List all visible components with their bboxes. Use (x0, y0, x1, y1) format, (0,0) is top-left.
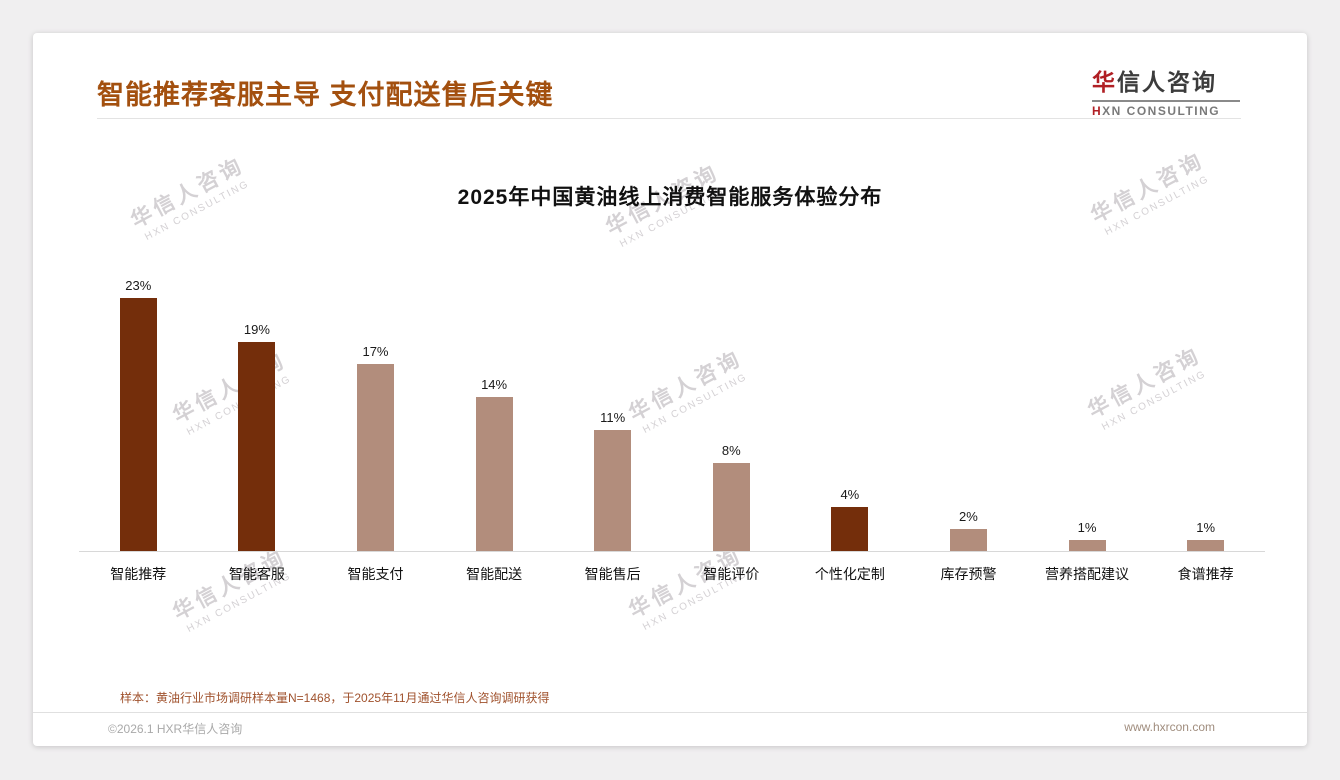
bar-value-label: 1% (1077, 520, 1097, 535)
logo-en-rest: XN CONSULTING (1102, 104, 1221, 118)
bar-column: 11% (553, 410, 672, 551)
bar (712, 463, 750, 551)
bar-column: 2% (909, 509, 1028, 551)
bar (238, 342, 276, 551)
bar-value-label: 23% (125, 278, 152, 293)
bar-value-label: 4% (840, 487, 860, 502)
bar (356, 364, 394, 551)
header-divider (97, 118, 1241, 119)
bar-value-label: 8% (721, 443, 741, 458)
logo-divider (1092, 100, 1240, 102)
x-axis-line (79, 551, 1265, 552)
bar-column: 8% (672, 443, 791, 551)
copyright-text: ©2026.1 HXR华信人咨询 (108, 722, 243, 736)
bar-column: 4% (791, 487, 910, 551)
category-label: 营养搭配建议 (1045, 566, 1130, 582)
bar (594, 430, 632, 551)
category-label: 智能评价 (703, 566, 760, 582)
bar-column: 14% (435, 377, 554, 551)
logo-cn-accent: 华 (1092, 69, 1117, 95)
bar-value-label: 11% (600, 410, 626, 425)
logo-cn-rest: 信人咨询 (1117, 69, 1217, 95)
category-label: 个性化定制 (814, 566, 885, 582)
bar-column: 23% (79, 278, 198, 551)
category-label: 智能支付 (347, 566, 404, 582)
sample-footnote: 样本：黄油行业市场调研样本量N=1468，于2025年11月通过华信人咨询调研获… (120, 691, 550, 705)
bar-value-label: 14% (481, 377, 508, 392)
category-label: 智能配送 (466, 566, 523, 582)
footer-divider (33, 712, 1307, 713)
bar (949, 529, 987, 551)
category-label: 智能客服 (228, 566, 285, 582)
bar (119, 298, 157, 551)
logo-en-accent: H (1092, 104, 1103, 118)
page-title: 智能推荐客服主导 支付配送售后关键 (97, 80, 554, 110)
logo-chinese-text: 华信人咨询 (1092, 63, 1240, 97)
slide-card: 华信人咨询 HXN CONSULTING 华信人咨询 HXN CONSULTING 华信… (33, 33, 1307, 746)
category-axis: 智能推荐 智能客服 智能支付 智能配送 智能售后 智能评价 个性化定制 库存预警 营养搭配建议 食… (79, 564, 1265, 584)
bar-column: 19% (198, 322, 317, 551)
bar-value-label: 17% (362, 344, 389, 359)
bar (831, 507, 869, 551)
company-logo: 华信人咨询 HXN CONSULTING (1092, 63, 1240, 118)
category-label: 智能推荐 (110, 566, 167, 582)
bar-column: 1% (1146, 520, 1265, 551)
logo-english-text: HXN CONSULTING (1092, 104, 1240, 118)
bar-column: 17% (316, 344, 435, 551)
bar (1068, 540, 1106, 551)
chart-title: 2025年中国黄油线上消费智能服务体验分布 (457, 186, 883, 209)
bar (475, 397, 513, 551)
bar-value-label: 2% (959, 509, 978, 524)
bar-chart: 23% 19% 17% 14% 11% 8% 4% 2% 1% 1% (79, 251, 1265, 551)
bar-value-label: 1% (1196, 520, 1216, 535)
website-text: www.hxrcon.com (1124, 720, 1215, 734)
bar-value-label: 19% (243, 322, 270, 337)
bar-column: 1% (1028, 520, 1147, 551)
category-label: 食谱推荐 (1177, 566, 1234, 582)
category-label: 智能售后 (584, 566, 641, 582)
bar (1187, 540, 1225, 551)
category-label: 库存预警 (940, 566, 997, 582)
